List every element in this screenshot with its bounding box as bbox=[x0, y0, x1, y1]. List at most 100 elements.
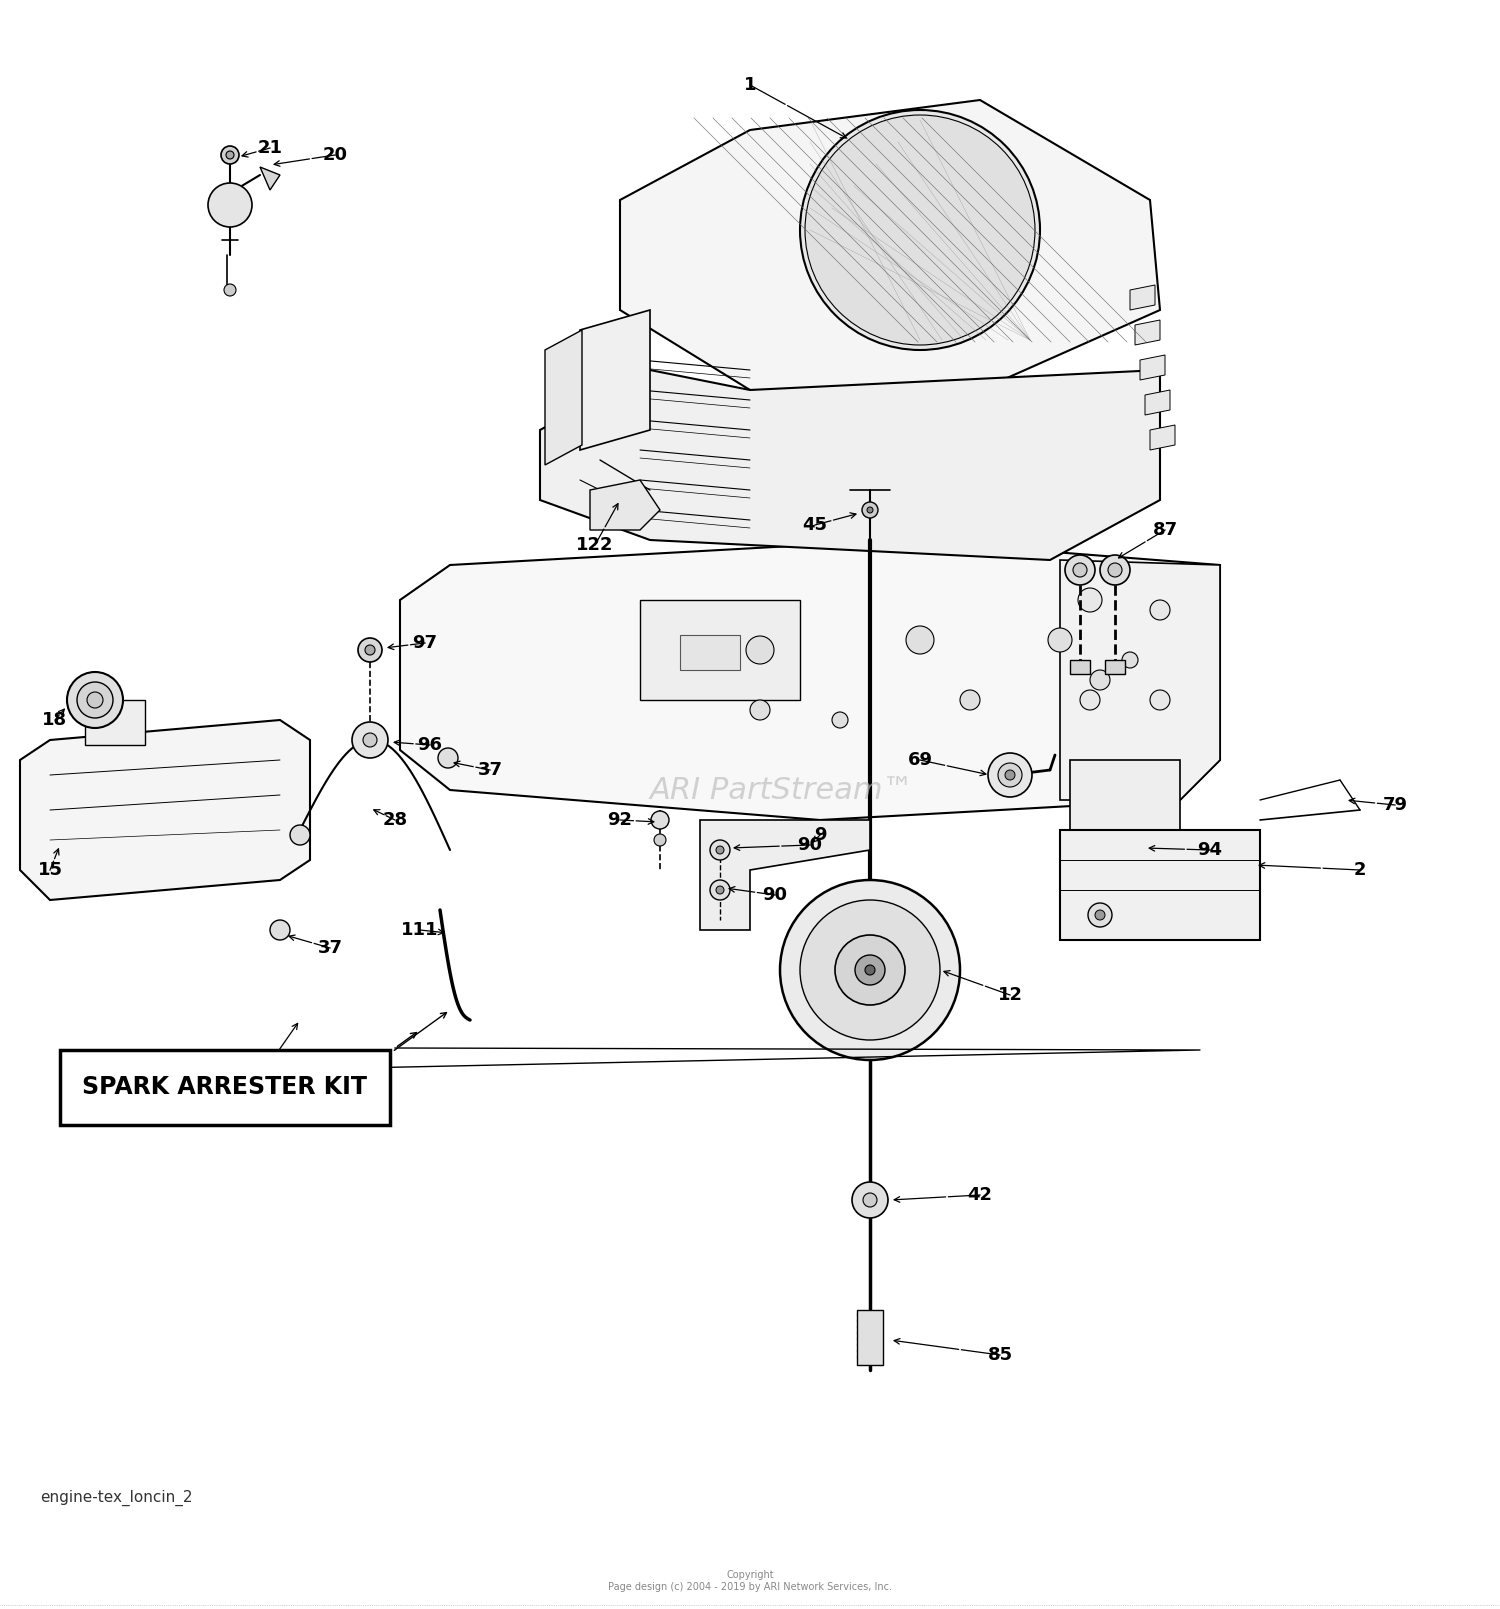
Circle shape bbox=[363, 734, 376, 747]
Text: 111: 111 bbox=[402, 920, 438, 940]
Text: 85: 85 bbox=[987, 1347, 1012, 1364]
Text: 21: 21 bbox=[258, 138, 282, 158]
Circle shape bbox=[833, 713, 848, 727]
Text: 122: 122 bbox=[576, 536, 614, 553]
Circle shape bbox=[780, 880, 960, 1060]
Circle shape bbox=[220, 146, 238, 164]
Polygon shape bbox=[1144, 389, 1170, 415]
Text: ARI PartStream™: ARI PartStream™ bbox=[650, 776, 914, 804]
Text: SPARK ARRESTER KIT: SPARK ARRESTER KIT bbox=[82, 1075, 368, 1099]
Circle shape bbox=[358, 639, 382, 661]
Circle shape bbox=[226, 151, 234, 159]
Text: 28: 28 bbox=[382, 811, 408, 829]
Circle shape bbox=[806, 114, 1035, 344]
Text: 97: 97 bbox=[413, 634, 438, 652]
Text: 96: 96 bbox=[417, 735, 442, 755]
Circle shape bbox=[960, 690, 980, 710]
Circle shape bbox=[865, 965, 874, 975]
Bar bbox=[680, 636, 740, 669]
Text: 18: 18 bbox=[42, 711, 68, 729]
Polygon shape bbox=[400, 541, 1220, 821]
Text: 37: 37 bbox=[477, 761, 502, 779]
Polygon shape bbox=[1136, 320, 1160, 344]
Circle shape bbox=[352, 722, 388, 758]
Circle shape bbox=[209, 183, 252, 227]
Bar bbox=[856, 1310, 883, 1364]
Circle shape bbox=[716, 846, 724, 854]
Text: Copyright: Copyright bbox=[726, 1570, 774, 1580]
Circle shape bbox=[1100, 555, 1130, 586]
Polygon shape bbox=[700, 821, 870, 930]
Circle shape bbox=[438, 748, 458, 767]
Text: Page design (c) 2004 - 2019 by ARI Network Services, Inc.: Page design (c) 2004 - 2019 by ARI Netwo… bbox=[608, 1582, 892, 1591]
Circle shape bbox=[862, 502, 877, 518]
Circle shape bbox=[1065, 555, 1095, 586]
Circle shape bbox=[654, 833, 666, 846]
Circle shape bbox=[1048, 628, 1072, 652]
Text: engine-tex_loncin_2: engine-tex_loncin_2 bbox=[40, 1490, 192, 1506]
Polygon shape bbox=[540, 370, 1160, 560]
Circle shape bbox=[710, 840, 730, 859]
Circle shape bbox=[1122, 652, 1138, 668]
Circle shape bbox=[1150, 600, 1170, 619]
Polygon shape bbox=[1150, 425, 1174, 451]
Bar bbox=[1106, 660, 1125, 674]
Circle shape bbox=[1108, 563, 1122, 578]
Circle shape bbox=[710, 880, 730, 899]
Text: 29: 29 bbox=[252, 1060, 278, 1080]
Text: 12: 12 bbox=[998, 986, 1023, 1004]
Circle shape bbox=[1088, 903, 1112, 927]
Circle shape bbox=[68, 673, 123, 727]
Circle shape bbox=[855, 956, 885, 985]
Bar bbox=[1060, 830, 1260, 940]
Circle shape bbox=[87, 692, 104, 708]
Circle shape bbox=[1072, 563, 1088, 578]
Circle shape bbox=[1090, 669, 1110, 690]
Polygon shape bbox=[20, 719, 310, 899]
Text: 37: 37 bbox=[318, 940, 342, 957]
Circle shape bbox=[364, 645, 375, 655]
Bar bbox=[60, 1051, 390, 1125]
Text: 94: 94 bbox=[1197, 842, 1222, 859]
Circle shape bbox=[270, 920, 290, 940]
Text: 87: 87 bbox=[1152, 521, 1178, 539]
Circle shape bbox=[988, 753, 1032, 796]
Text: 92: 92 bbox=[608, 811, 633, 829]
Circle shape bbox=[800, 109, 1040, 351]
Polygon shape bbox=[580, 311, 650, 451]
Text: 9: 9 bbox=[813, 825, 826, 845]
Text: 42: 42 bbox=[968, 1186, 993, 1204]
Circle shape bbox=[716, 887, 724, 895]
Circle shape bbox=[836, 935, 904, 1006]
Polygon shape bbox=[1060, 560, 1220, 800]
Text: 15: 15 bbox=[38, 861, 63, 879]
Polygon shape bbox=[544, 330, 582, 465]
Text: 45: 45 bbox=[802, 516, 828, 534]
Circle shape bbox=[998, 763, 1022, 787]
Circle shape bbox=[746, 636, 774, 665]
Circle shape bbox=[867, 507, 873, 513]
Text: 90: 90 bbox=[762, 887, 788, 904]
Polygon shape bbox=[260, 167, 280, 190]
Bar bbox=[640, 600, 800, 700]
Bar bbox=[86, 700, 146, 745]
Circle shape bbox=[800, 899, 940, 1039]
Circle shape bbox=[224, 285, 236, 296]
Text: 90: 90 bbox=[798, 837, 822, 854]
Text: 20: 20 bbox=[322, 146, 348, 164]
Polygon shape bbox=[590, 479, 660, 529]
Text: 79: 79 bbox=[1383, 796, 1407, 814]
Text: 69: 69 bbox=[908, 751, 933, 769]
Circle shape bbox=[76, 682, 112, 718]
Text: 2: 2 bbox=[1353, 861, 1366, 879]
Text: 1: 1 bbox=[744, 76, 756, 93]
Circle shape bbox=[750, 700, 770, 719]
Circle shape bbox=[1150, 690, 1170, 710]
Circle shape bbox=[1078, 587, 1102, 611]
Bar bbox=[1070, 660, 1090, 674]
Circle shape bbox=[1005, 771, 1016, 780]
Circle shape bbox=[852, 1183, 888, 1218]
Circle shape bbox=[906, 626, 934, 653]
Polygon shape bbox=[1130, 285, 1155, 311]
Circle shape bbox=[1095, 911, 1106, 920]
